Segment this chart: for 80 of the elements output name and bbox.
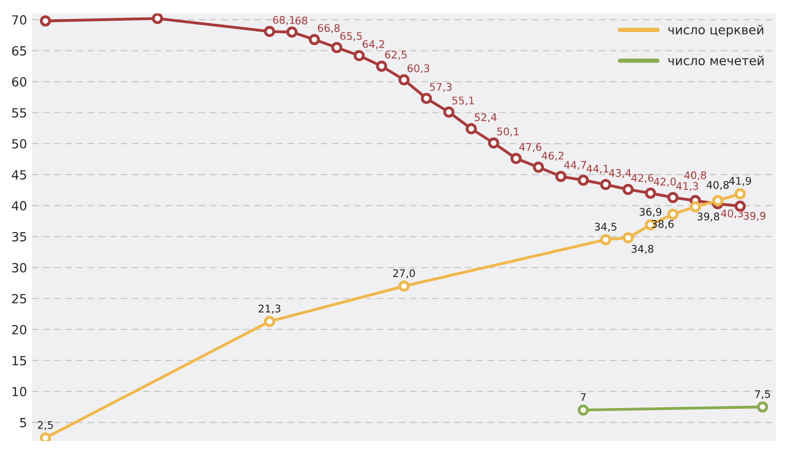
data-label: 44,7: [564, 161, 586, 170]
y-tick-label: 40: [12, 201, 26, 210]
y-tick-label: 35: [12, 232, 26, 242]
y-tick-label: 30: [12, 262, 26, 272]
y-tick-label: 10: [12, 386, 26, 396]
legend-label: число церквей: [668, 24, 764, 37]
data-label: 42,0: [654, 178, 676, 187]
data-label: 41,9: [729, 176, 752, 186]
y-tick-label: 55: [12, 108, 26, 118]
data-label: 7,5: [755, 390, 770, 400]
data-label: 39,8: [698, 212, 720, 222]
point: [331, 42, 342, 54]
point: [152, 14, 164, 24]
point: [578, 404, 589, 416]
data-label: 62,5: [385, 50, 407, 60]
point: [555, 170, 566, 182]
data-label: 68,1: [273, 16, 295, 25]
point: [667, 192, 678, 204]
data-label: 60,3: [408, 64, 430, 74]
y-tick-label: 65: [12, 46, 26, 56]
y-tick-label: 20: [12, 324, 26, 334]
y-tick-label: 70: [12, 15, 26, 25]
point: [40, 432, 52, 441]
point: [600, 234, 612, 246]
point: [622, 184, 634, 196]
data-label: 52,4: [474, 113, 497, 122]
point: [443, 106, 454, 118]
data-label: 40,8: [706, 180, 729, 190]
y-tick-label: 45: [12, 170, 26, 180]
data-label: 39,9: [744, 212, 766, 221]
point: [600, 178, 612, 190]
point: [667, 208, 678, 220]
point: [510, 152, 522, 164]
point: [264, 316, 276, 327]
data-label: 27,0: [393, 269, 415, 278]
point: [420, 92, 432, 104]
data-label: 21,3: [258, 304, 280, 314]
point: [488, 137, 500, 149]
data-label: 50,1: [497, 128, 519, 136]
data-label: 57,3: [430, 82, 452, 92]
data-label: 34,5: [594, 222, 616, 232]
data-label: 41,3: [676, 182, 698, 191]
data-label: 44,1: [586, 164, 608, 174]
point: [644, 188, 656, 199]
legend-label: число мечетей: [668, 56, 764, 66]
point: [40, 15, 52, 26]
point: [398, 74, 410, 86]
data-label: 34,8: [632, 244, 654, 254]
data-label: 66,8: [318, 24, 340, 34]
data-label: 43,4: [608, 169, 632, 178]
point: [286, 26, 298, 38]
point: [376, 60, 388, 72]
point: [578, 174, 589, 186]
y-tick-label: 50: [12, 139, 26, 149]
point: [398, 280, 410, 292]
data-label: 40,8: [684, 171, 706, 180]
y-tick-label: 5: [20, 418, 26, 428]
data-label: 65,5: [340, 32, 362, 42]
data-label: 55,1: [452, 96, 474, 106]
data-label: 42,6: [631, 174, 654, 183]
data-label: 46,2: [542, 152, 564, 161]
point: [734, 188, 746, 200]
data-label: 68: [295, 16, 308, 25]
point: [466, 123, 477, 134]
data-label: 7: [580, 393, 586, 401]
point: [308, 34, 320, 46]
data-label: 2,5: [38, 421, 53, 430]
point: [757, 401, 768, 412]
point: [532, 162, 544, 173]
point: [712, 195, 724, 206]
data-label: 47,6: [519, 143, 542, 152]
point: [690, 201, 701, 212]
y-tick-label: 15: [12, 356, 26, 366]
point: [622, 232, 634, 244]
point: [354, 50, 365, 62]
point: [264, 26, 276, 38]
y-tick-label: 25: [12, 294, 26, 304]
data-label: 36,9: [640, 208, 662, 217]
y-tick-label: 60: [12, 77, 26, 87]
data-label: 64,2: [362, 40, 384, 50]
